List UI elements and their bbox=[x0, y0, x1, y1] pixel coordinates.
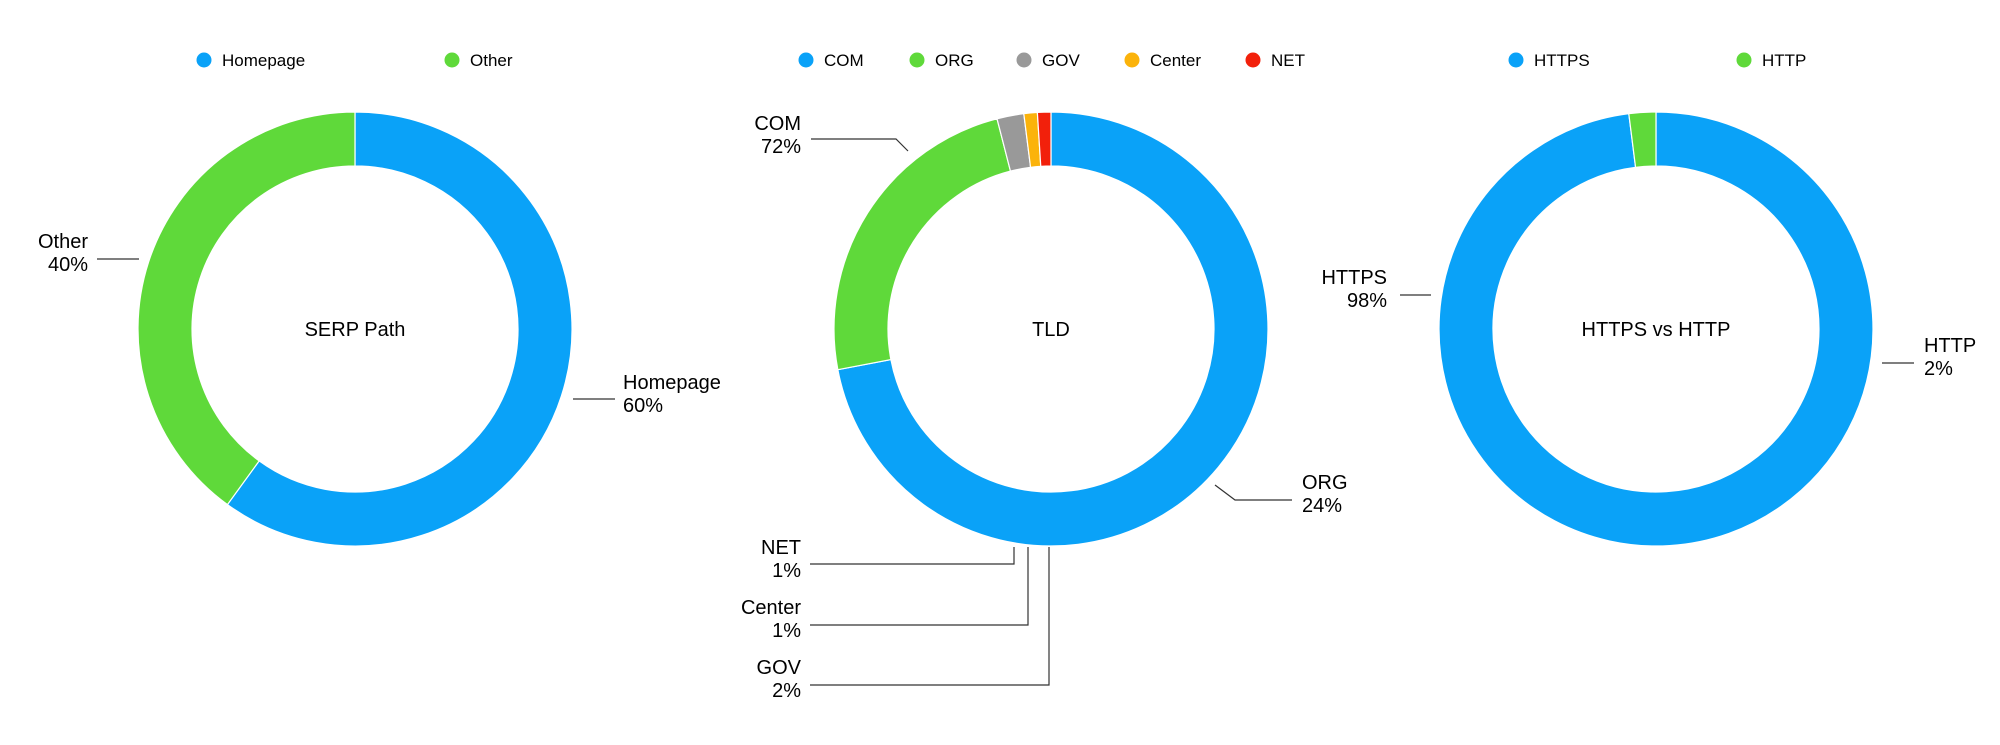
legend-label-org: ORG bbox=[935, 51, 974, 70]
slice-com bbox=[837, 111, 1269, 547]
data-label-com: COM bbox=[754, 113, 801, 135]
legend-label-http: HTTP bbox=[1762, 51, 1806, 70]
legend-marker-http bbox=[1736, 52, 1752, 68]
legend-label-com: COM bbox=[824, 51, 864, 70]
legend-label-homepage: Homepage bbox=[222, 51, 305, 70]
data-label-center: Center bbox=[741, 597, 801, 619]
data-label-net: NET bbox=[761, 537, 801, 559]
legend-marker-net bbox=[1245, 52, 1261, 68]
leader-line-net bbox=[810, 547, 1015, 565]
chart-title: TLD bbox=[1032, 319, 1070, 341]
data-value-http: 2% bbox=[1924, 358, 1953, 380]
legend-marker-com bbox=[798, 52, 814, 68]
legend-marker-gov bbox=[1016, 52, 1032, 68]
leader-line-com bbox=[811, 138, 909, 152]
slice-http bbox=[1628, 111, 1657, 168]
chart-tld: COM ORG GOV Center NETTLDCOM72%ORG24%GOV2%Ce… bbox=[741, 51, 1348, 702]
legend-marker-homepage bbox=[196, 52, 212, 68]
data-value-other: 40% bbox=[48, 254, 88, 276]
leader-line-gov bbox=[810, 547, 1050, 686]
data-label-gov: GOV bbox=[757, 657, 802, 679]
legend-marker-other bbox=[444, 52, 460, 68]
data-value-gov: 2% bbox=[772, 680, 801, 702]
data-label-other: Other bbox=[38, 231, 88, 253]
data-value-homepage: 60% bbox=[623, 395, 663, 417]
data-label-org: ORG bbox=[1302, 472, 1348, 494]
legend-label-gov: GOV bbox=[1042, 51, 1080, 70]
slice-other bbox=[137, 111, 356, 506]
legend-marker-center bbox=[1124, 52, 1140, 68]
data-value-net: 1% bbox=[772, 560, 801, 582]
data-label-https: HTTPS bbox=[1321, 267, 1387, 289]
slice-homepage bbox=[226, 111, 573, 547]
data-value-com: 72% bbox=[761, 136, 801, 158]
chart-title: SERP Path bbox=[305, 319, 406, 341]
legend-label-net: NET bbox=[1271, 51, 1305, 70]
slice-https bbox=[1438, 111, 1874, 547]
data-value-https: 98% bbox=[1347, 290, 1387, 312]
data-label-http: HTTP bbox=[1924, 335, 1976, 357]
data-value-center: 1% bbox=[772, 620, 801, 642]
legend-marker-https bbox=[1508, 52, 1524, 68]
data-value-org: 24% bbox=[1302, 495, 1342, 517]
legend-label-center: Center bbox=[1150, 51, 1201, 70]
legend-label-other: Other bbox=[470, 51, 513, 70]
slice-net bbox=[1036, 111, 1052, 167]
leader-line-org bbox=[1214, 484, 1292, 501]
legend-label-https: HTTPS bbox=[1534, 51, 1590, 70]
data-label-homepage: Homepage bbox=[623, 372, 721, 394]
leader-line-center bbox=[810, 547, 1029, 626]
chart-title: HTTPS vs HTTP bbox=[1582, 319, 1731, 341]
slice-org bbox=[833, 118, 1012, 371]
legend-marker-org bbox=[909, 52, 925, 68]
